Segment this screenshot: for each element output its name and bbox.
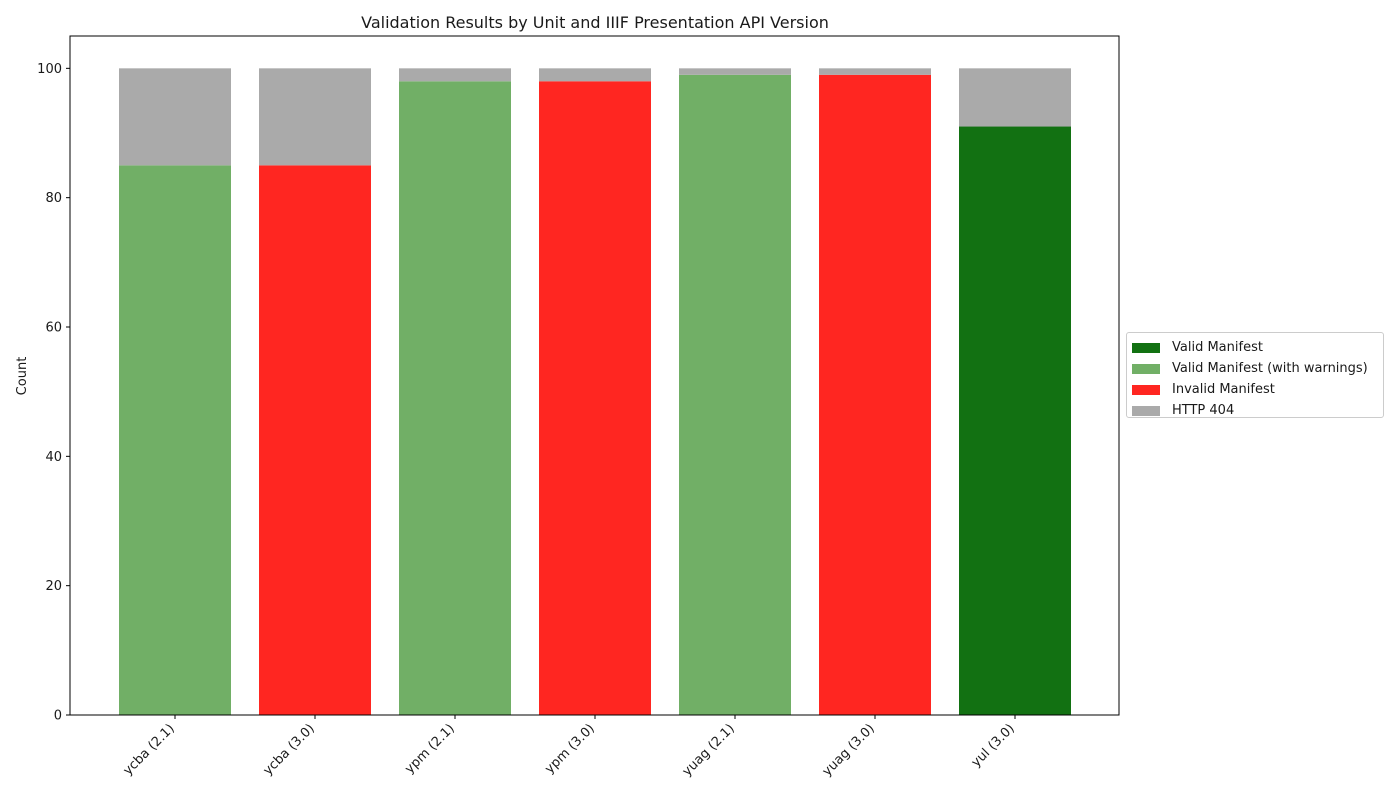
y-axis-label: Count [15, 357, 30, 396]
legend-label: Valid Manifest [1172, 340, 1263, 355]
x-tick-label: ypm (2.1) [402, 721, 458, 777]
bar-segment [679, 68, 791, 75]
legend-swatch [1132, 405, 1160, 416]
legend-item: Valid Manifest [1131, 337, 1379, 358]
bar-segment [959, 126, 1071, 716]
x-tick-label: yul (3.0) [969, 721, 1018, 770]
legend-swatch [1132, 384, 1160, 395]
legend-label: HTTP 404 [1172, 403, 1235, 418]
legend-item: Invalid Manifest [1131, 379, 1379, 400]
chart-title: Validation Results by Unit and IIIF Pres… [361, 13, 829, 32]
bar-segment [259, 165, 371, 716]
y-tick-label: 80 [45, 191, 62, 206]
legend-item: HTTP 404 [1131, 400, 1379, 421]
legend-swatch [1132, 363, 1160, 374]
bar-segment [119, 68, 231, 166]
bar-segment [259, 68, 371, 166]
legend-swatch [1132, 342, 1160, 353]
legend-item: Valid Manifest (with warnings) [1131, 358, 1379, 379]
x-tick-label: ypm (3.0) [542, 721, 598, 777]
bar-segment [539, 68, 651, 82]
bar-segment [399, 68, 511, 82]
y-tick-label: 100 [37, 62, 62, 77]
bar-segment [119, 165, 231, 716]
legend-label: Valid Manifest (with warnings) [1172, 361, 1368, 376]
bar-segment [959, 68, 1071, 127]
y-tick-label: 0 [54, 709, 62, 724]
bar-segment [399, 81, 511, 716]
y-axis-ticks: 0 20 40 60 80 100 [37, 62, 70, 724]
bars-group [119, 68, 1071, 716]
legend: Valid Manifest Valid Manifest (with warn… [1126, 332, 1384, 418]
bar-segment [679, 74, 791, 716]
x-tick-label: ycba (2.1) [121, 721, 178, 778]
legend-label: Invalid Manifest [1172, 382, 1275, 397]
y-tick-label: 40 [45, 450, 62, 465]
x-tick-label: ycba (3.0) [261, 721, 318, 778]
bar-segment [819, 68, 931, 75]
y-tick-label: 60 [45, 321, 62, 336]
y-tick-label: 20 [45, 579, 62, 594]
x-tick-label: yuag (2.1) [680, 721, 738, 779]
plot-frame [69, 35, 1120, 716]
x-axis-ticks: ycba (2.1) ycba (3.0) ypm (2.1) ypm (3.0) yu… [121, 715, 1018, 779]
bar-segment [819, 74, 931, 716]
x-tick-label: yuag (3.0) [820, 721, 878, 779]
bar-segment [539, 81, 651, 716]
